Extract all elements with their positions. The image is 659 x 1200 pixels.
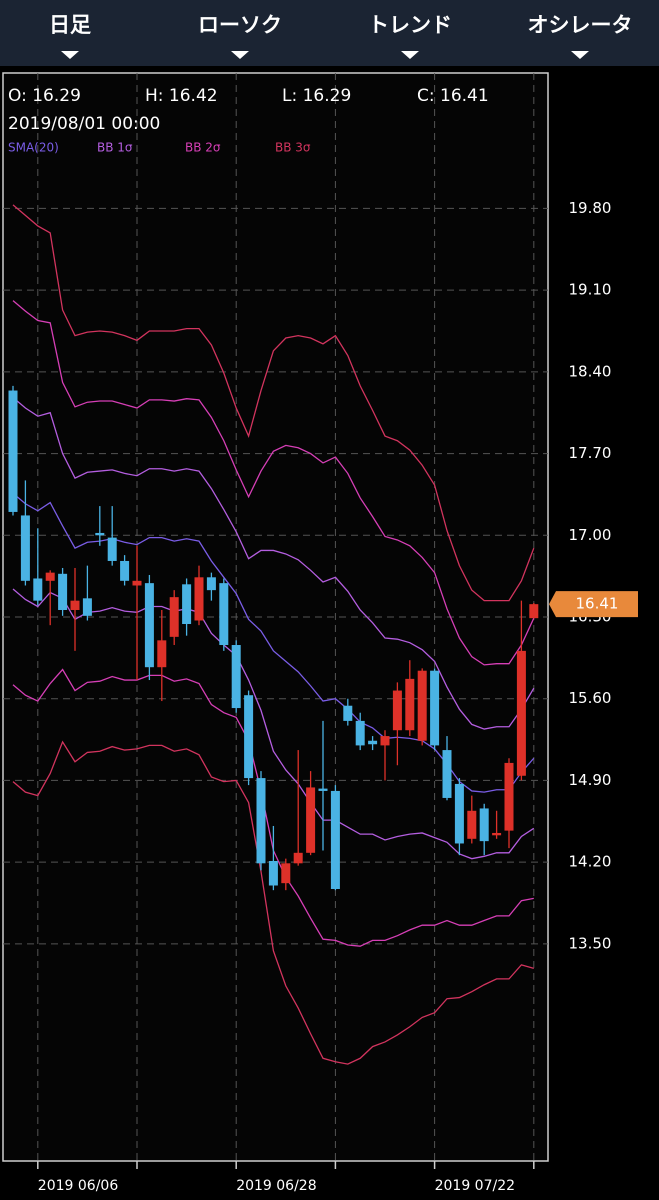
plot-frame <box>2 72 549 1162</box>
datetime: 2019/08/01 00:00 <box>8 114 160 134</box>
y-tick-label: 17.70 <box>569 444 612 462</box>
candle-body <box>355 720 365 746</box>
candle-body <box>467 810 477 839</box>
candle-body <box>194 577 204 621</box>
candle-body <box>157 640 167 668</box>
high-info: H: 16.42 <box>145 86 218 106</box>
candle-body <box>107 537 117 561</box>
candle-body <box>368 740 378 745</box>
y-tick-label: 13.50 <box>569 934 612 952</box>
candle-body <box>492 832 502 836</box>
candle-body <box>417 670 427 741</box>
candle-body <box>144 583 154 668</box>
close-info: C: 16.41 <box>417 86 489 106</box>
y-tick-label: 14.90 <box>569 771 612 789</box>
candle-body <box>244 695 254 779</box>
candle-body <box>529 604 539 619</box>
menu-item[interactable]: トレンド <box>368 13 452 59</box>
menu: 日足 ローソク トレンド オシレータ <box>49 13 633 59</box>
menu-arrow[interactable] <box>61 51 79 59</box>
candle-body <box>256 778 266 864</box>
candle-body <box>182 584 192 625</box>
price-tag: 16.41 <box>549 591 638 618</box>
candle-body <box>33 578 43 601</box>
candles <box>8 385 539 891</box>
candle-body <box>206 577 216 591</box>
candle-body <box>268 860 278 886</box>
candle-body <box>454 783 464 844</box>
candle-body <box>169 597 179 637</box>
legend-entry: BB 3σ <box>275 141 311 155</box>
menu-arrow[interactable] <box>231 51 249 59</box>
candle-body <box>82 598 92 616</box>
open-info: O: 16.29 <box>8 86 81 106</box>
menu-label[interactable]: ローソク <box>198 13 282 37</box>
legend-entry: BB 2σ <box>185 141 221 155</box>
menu-label[interactable]: 日足 <box>49 13 91 37</box>
price-tag-label: 16.41 <box>576 595 619 613</box>
candle-body <box>20 515 30 581</box>
candle-body <box>405 678 415 731</box>
candle-body <box>330 790 340 889</box>
grid <box>3 73 548 1161</box>
candle-body <box>120 560 130 581</box>
candle-body <box>430 670 440 746</box>
low-info: L: 16.29 <box>282 86 351 106</box>
candle-body <box>95 532 105 536</box>
menu-label[interactable]: オシレータ <box>528 13 633 37</box>
candle-body <box>516 650 526 776</box>
legend-entry: SMA(20) <box>8 141 59 155</box>
candle-body <box>504 762 514 831</box>
candle-body <box>392 690 402 731</box>
price-tag-shape <box>549 591 638 618</box>
candle-body <box>219 583 229 646</box>
candle-body <box>442 750 452 798</box>
candle-body <box>45 572 55 581</box>
candle-body <box>231 645 241 709</box>
candle-body <box>318 788 328 791</box>
indicator-line <box>12 204 535 602</box>
candle-body <box>343 705 353 721</box>
menu-item[interactable]: 日足 <box>49 13 91 59</box>
candle-body <box>70 600 80 610</box>
candle-body <box>293 852 303 864</box>
menu-label[interactable]: トレンド <box>368 13 452 37</box>
indicator-line <box>12 740 534 1065</box>
legend-entry: BB 1σ <box>97 141 133 155</box>
menu-arrow[interactable] <box>571 51 589 59</box>
x-tick-label: 2019 06/28 <box>236 1178 316 1194</box>
candle-body <box>380 736 390 746</box>
candle-body <box>306 787 316 853</box>
y-tick-label: 18.40 <box>569 362 612 380</box>
candle-body <box>479 808 489 842</box>
candle-body <box>8 390 18 512</box>
menu-item[interactable]: オシレータ <box>528 13 633 59</box>
indicator-line <box>12 588 535 860</box>
menu-item[interactable]: ローソク <box>198 13 282 59</box>
legend: SMA(20) BB 1σ BB 2σ BB 3σ <box>8 141 311 155</box>
y-tick-label: 17.00 <box>569 526 612 544</box>
x-tick-label: 2019 06/06 <box>38 1178 119 1194</box>
top-bar <box>0 0 659 66</box>
menu-arrow[interactable] <box>401 51 419 59</box>
y-tick-label: 15.60 <box>569 689 612 707</box>
indicator-line <box>12 397 535 730</box>
y-tick-label: 14.20 <box>569 853 612 871</box>
indicator-line <box>12 300 535 666</box>
y-tick-label: 19.80 <box>569 199 612 217</box>
x-tick-label: 2019 07/22 <box>435 1178 515 1194</box>
candle-body <box>58 573 68 610</box>
y-tick-label: 19.10 <box>569 281 612 299</box>
candle-body <box>281 863 291 884</box>
candle-body <box>132 580 142 586</box>
